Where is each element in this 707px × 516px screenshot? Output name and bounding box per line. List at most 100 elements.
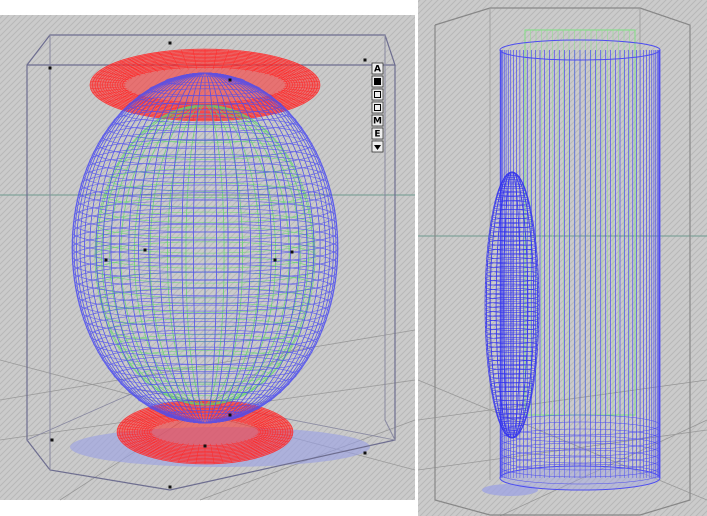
toolbar-button[interactable]	[371, 140, 384, 153]
torus-seg	[221, 49, 230, 70]
torus-seg	[186, 443, 195, 464]
torus-seg	[139, 439, 166, 454]
parallel	[99, 197, 311, 223]
left-scene	[0, 34, 416, 501]
parallel	[93, 138, 317, 167]
torus-seg	[158, 99, 173, 119]
parallel	[502, 427, 522, 431]
toolbar-button[interactable]	[371, 101, 384, 114]
torus-seg	[213, 49, 218, 70]
button-bg[interactable]	[371, 62, 384, 75]
control-point	[363, 451, 367, 455]
toolbar-button[interactable]: M	[371, 114, 384, 127]
torus-seg	[253, 418, 286, 428]
parallel	[484, 297, 540, 305]
parallel	[80, 296, 330, 327]
parallel	[485, 328, 539, 336]
parallel	[485, 274, 539, 282]
toolbar-button[interactable]: E	[371, 127, 384, 140]
torus-seg	[192, 49, 197, 70]
torus-seg	[229, 50, 241, 70]
torus-seg	[237, 51, 252, 71]
floor-grid	[0, 329, 416, 401]
parallel	[102, 346, 308, 372]
parallel	[137, 88, 273, 106]
torus-seg	[284, 86, 320, 90]
button-label[interactable]: M	[373, 117, 382, 127]
meridian	[72, 72, 338, 424]
button-bg[interactable]	[371, 127, 384, 140]
parallel	[485, 337, 539, 344]
torus-seg	[210, 443, 215, 464]
torus-seg	[105, 92, 136, 104]
parallel	[138, 366, 272, 384]
parallel	[488, 372, 536, 379]
bbox	[26, 34, 396, 491]
torus-seg	[237, 99, 252, 119]
torus-seg	[145, 408, 170, 424]
torus-seg	[118, 434, 154, 439]
parallel	[95, 226, 315, 254]
parallel	[485, 323, 539, 331]
torus-seg	[255, 421, 289, 429]
torus-seg	[99, 70, 132, 79]
torus-seg	[235, 441, 257, 459]
parallel	[138, 126, 272, 144]
torus-seg	[137, 55, 159, 73]
torus-seg	[278, 70, 311, 79]
button-bg[interactable]	[371, 88, 384, 101]
button-label[interactable]: A	[374, 65, 381, 75]
torus-seg	[160, 442, 179, 460]
parallel	[156, 383, 254, 397]
control-point	[203, 444, 207, 448]
parallel	[484, 305, 540, 313]
parallel	[107, 355, 303, 380]
right-viewport[interactable]	[418, 0, 707, 516]
parallel	[484, 301, 540, 309]
parallel	[80, 169, 330, 200]
torus-seg	[240, 408, 265, 424]
torus-seg	[180, 49, 189, 70]
torus-seg	[158, 51, 173, 71]
button-bg[interactable]	[371, 101, 384, 114]
parallel	[504, 432, 520, 435]
torus-seg	[133, 438, 163, 452]
parallel	[76, 184, 334, 216]
parallel	[83, 161, 327, 192]
parallel	[504, 175, 520, 178]
parallel	[86, 313, 324, 343]
torus-seg	[95, 73, 129, 81]
egg	[71, 72, 339, 424]
parallel	[490, 217, 534, 224]
parallel	[120, 102, 290, 124]
parallel	[489, 226, 535, 233]
control-point	[143, 248, 147, 252]
parallel	[72, 247, 338, 281]
button-bg[interactable]	[371, 114, 384, 127]
meridian	[485, 171, 539, 439]
cyl-bottom	[499, 465, 661, 491]
cyl-ring	[499, 435, 661, 457]
parallel	[496, 413, 528, 418]
torus-seg	[256, 434, 292, 439]
toolbar-button[interactable]	[371, 75, 384, 88]
torus-seg	[278, 91, 311, 100]
parallel	[484, 288, 540, 296]
torus-seg	[169, 50, 181, 70]
cyl-ring	[499, 428, 661, 450]
cyl-ring	[499, 421, 661, 443]
parallel	[89, 146, 321, 175]
parallel	[73, 263, 337, 296]
torus-seg	[128, 437, 160, 449]
torus-seg	[147, 53, 166, 72]
control-point	[104, 258, 108, 262]
parallel	[490, 381, 534, 388]
control-point	[168, 485, 172, 489]
toolbar-button[interactable]: A	[371, 62, 384, 75]
toolbar-button[interactable]	[371, 88, 384, 101]
button-label[interactable]: E	[374, 130, 380, 140]
torus-seg	[253, 436, 286, 446]
cyl-ring	[499, 449, 661, 471]
